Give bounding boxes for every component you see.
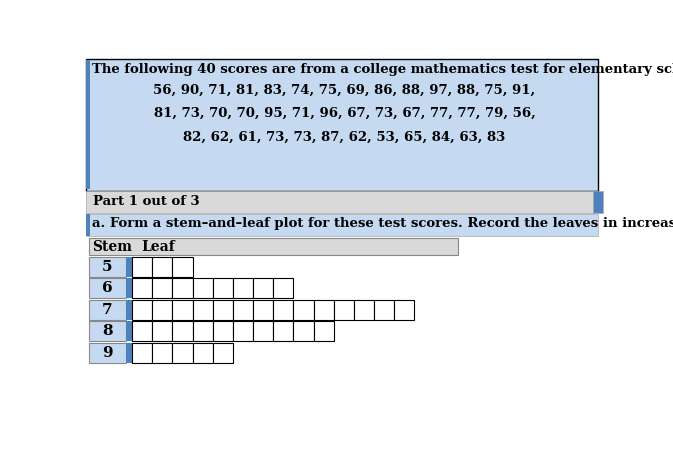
Bar: [132, 257, 152, 277]
Text: 7: 7: [102, 303, 112, 317]
Bar: [172, 257, 192, 277]
Bar: [273, 321, 293, 341]
Text: 56, 90, 71, 81, 83, 74, 75, 69, 86, 88, 97, 88, 75, 91,: 56, 90, 71, 81, 83, 74, 75, 69, 86, 88, …: [153, 84, 536, 97]
Bar: [192, 278, 213, 298]
Bar: [132, 278, 152, 298]
Bar: [152, 343, 172, 363]
Bar: [314, 300, 334, 320]
Bar: [253, 278, 273, 298]
Bar: [132, 343, 152, 363]
Text: 6: 6: [102, 281, 112, 295]
Bar: [89, 343, 126, 363]
Bar: [273, 278, 293, 298]
Bar: [152, 300, 172, 320]
Bar: [152, 257, 172, 277]
Text: The following 40 scores are from a college mathematics test for elementary schoo: The following 40 scores are from a colle…: [92, 63, 673, 76]
Bar: [592, 191, 604, 213]
Bar: [253, 300, 273, 320]
Bar: [394, 300, 415, 320]
Bar: [233, 278, 253, 298]
Bar: [86, 214, 90, 236]
Text: 82, 62, 61, 73, 73, 87, 62, 53, 65, 84, 63, 83: 82, 62, 61, 73, 73, 87, 62, 53, 65, 84, …: [184, 130, 505, 143]
Text: 9: 9: [102, 346, 112, 360]
Bar: [213, 300, 233, 320]
Bar: [126, 343, 132, 363]
Bar: [334, 300, 354, 320]
Bar: [213, 343, 233, 363]
Bar: [89, 278, 126, 298]
Bar: [192, 321, 213, 341]
Text: Leaf: Leaf: [141, 241, 175, 254]
Bar: [89, 238, 458, 255]
Bar: [132, 321, 152, 341]
Bar: [374, 300, 394, 320]
Bar: [86, 214, 598, 236]
Text: Part 1 out of 3: Part 1 out of 3: [94, 195, 200, 208]
Bar: [233, 300, 253, 320]
Text: a. Form a stem–and–leaf plot for these test scores. Record the leaves in increas: a. Form a stem–and–leaf plot for these t…: [92, 217, 673, 230]
Bar: [86, 60, 90, 189]
Bar: [273, 300, 293, 320]
Bar: [172, 343, 192, 363]
Bar: [126, 257, 132, 277]
Bar: [314, 321, 334, 341]
Bar: [89, 300, 126, 320]
Bar: [152, 278, 172, 298]
Text: 81, 73, 70, 70, 95, 71, 96, 67, 73, 67, 77, 77, 79, 56,: 81, 73, 70, 70, 95, 71, 96, 67, 73, 67, …: [153, 107, 536, 120]
Bar: [213, 278, 233, 298]
Bar: [152, 321, 172, 341]
Bar: [172, 278, 192, 298]
Bar: [253, 321, 273, 341]
Bar: [354, 300, 374, 320]
Text: 5: 5: [102, 259, 112, 274]
Bar: [172, 300, 192, 320]
Bar: [192, 343, 213, 363]
Bar: [293, 321, 314, 341]
Bar: [293, 300, 314, 320]
Bar: [233, 321, 253, 341]
Bar: [126, 278, 132, 298]
Bar: [126, 300, 132, 320]
Bar: [86, 59, 598, 191]
Bar: [213, 321, 233, 341]
Text: 8: 8: [102, 324, 112, 338]
Bar: [89, 321, 126, 341]
Text: Stem: Stem: [92, 241, 132, 254]
Bar: [126, 321, 132, 341]
Bar: [192, 300, 213, 320]
Bar: [132, 300, 152, 320]
Bar: [86, 191, 592, 213]
Bar: [89, 257, 126, 277]
Bar: [172, 321, 192, 341]
